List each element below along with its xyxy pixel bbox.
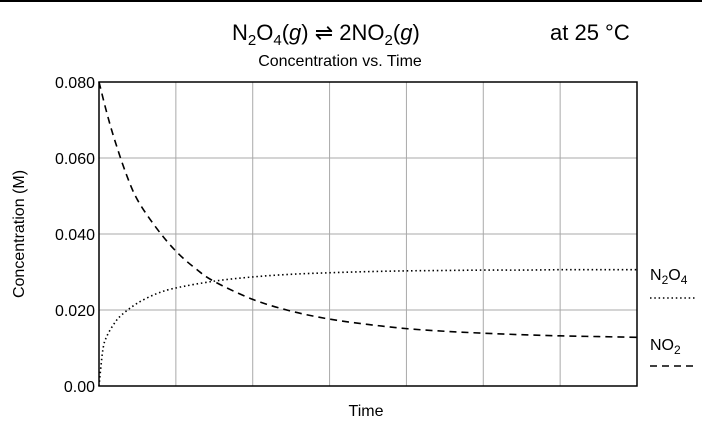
- grid: [98, 81, 638, 387]
- product-prefix: 2NO: [339, 20, 384, 45]
- reactant-mid: O: [256, 20, 273, 45]
- reactant-prefix: N: [232, 20, 248, 45]
- equilibrium-arrow: ⇌: [315, 20, 333, 45]
- reaction-condition: at 25 °C: [550, 20, 630, 45]
- series-n2o4-line: [98, 268, 637, 387]
- x-axis-label: Time: [349, 403, 384, 420]
- y-tick-label: 0.020: [55, 303, 95, 320]
- y-tick-label: 0.040: [55, 227, 95, 244]
- legend-label-n2o4: N2O4: [650, 267, 688, 287]
- reactant-sub2: 4: [273, 32, 281, 49]
- y-axis-label: Concentration (M): [11, 170, 28, 298]
- series-layer: [98, 81, 638, 387]
- legend: N2O4 NO2: [650, 267, 696, 367]
- product-phase: g: [400, 20, 413, 45]
- plot-frame: [98, 81, 638, 387]
- reactant-sub1: 2: [248, 32, 256, 49]
- y-tick-label: 0.00: [64, 379, 95, 396]
- y-tick-labels: 0.00 0.020 0.040 0.060 0.080: [55, 75, 95, 396]
- legend-label-no2: NO2: [650, 337, 681, 357]
- reaction-equation: N2O4(g) ⇌ 2NO2(g): [232, 20, 420, 49]
- reactant-phase: g: [289, 20, 302, 45]
- chart-title: Concentration vs. Time: [258, 53, 422, 70]
- series-no2-line: [98, 81, 638, 339]
- product-sub1: 2: [385, 32, 393, 49]
- y-tick-label: 0.080: [55, 75, 95, 92]
- y-tick-label: 0.060: [55, 151, 95, 168]
